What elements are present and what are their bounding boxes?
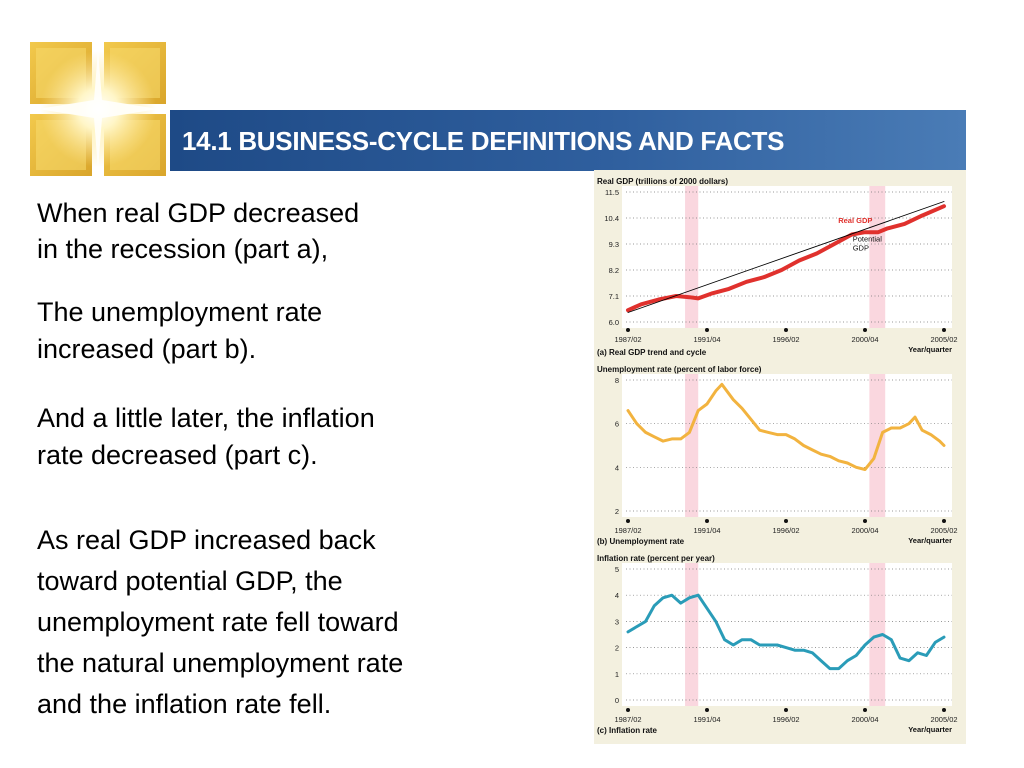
y-tick-label: 5 [615, 565, 619, 574]
real-gdp-label: Real GDP [838, 216, 872, 225]
x-axis-label: Year/quarter [908, 345, 952, 354]
x-tick-dot [942, 708, 946, 712]
paragraph-recovery: As real GDP increased back toward potent… [37, 520, 403, 725]
x-tick-label: 1991/04 [693, 715, 720, 724]
y-tick-label: 9.3 [609, 240, 619, 249]
y-tick-label: 0 [615, 696, 619, 705]
chart-caption: (b) Unemployment rate [597, 537, 685, 546]
series-line [626, 204, 946, 313]
plot-area [622, 563, 952, 706]
paragraph-inflation: And a little later, the inflation rate d… [37, 400, 375, 474]
paragraph-line: the natural unemployment rate [37, 648, 404, 678]
potential-gdp-label: GDP [853, 244, 869, 253]
paragraph-line: toward potential GDP, the [37, 566, 343, 596]
y-tick-label: 1 [615, 670, 619, 679]
y-tick-label: 10.4 [604, 214, 619, 223]
paragraph-line: And a little later, the inflation [37, 403, 375, 433]
paragraph-line: in the recession (part a), [37, 234, 329, 264]
series-line [626, 382, 946, 471]
y-tick-label: 6.0 [609, 318, 619, 327]
y-tick-label: 6 [615, 420, 619, 429]
chart-title: Unemployment rate (percent of labor forc… [597, 365, 762, 374]
x-tick-label: 2000/04 [851, 335, 878, 344]
chart-caption: (c) Inflation rate [597, 726, 658, 735]
x-tick-dot [705, 708, 709, 712]
x-tick-label: 2005/02 [930, 526, 957, 535]
chart-title: Real GDP (trillions of 2000 dollars) [597, 177, 728, 186]
paragraph-gdp-decrease: When real GDP decreased in the recession… [37, 195, 359, 267]
paragraph-line: rate decreased (part c). [37, 440, 318, 470]
paragraph-line: When real GDP decreased [37, 198, 360, 228]
x-tick-dot [784, 328, 788, 332]
recession-band [869, 186, 886, 328]
x-axis-label: Year/quarter [908, 725, 952, 734]
paragraph-line: and the inflation rate fell. [37, 689, 332, 719]
x-tick-label: 1996/02 [772, 335, 799, 344]
paragraph-line: increased (part b). [37, 334, 257, 364]
y-tick-label: 11.5 [605, 188, 619, 197]
charts-svg: Real GDP (trillions of 2000 dollars) 6.0 7… [597, 177, 958, 735]
x-tick-dot [626, 519, 630, 523]
x-tick-label: 1996/02 [772, 526, 799, 535]
x-tick-dot [942, 519, 946, 523]
paragraph-line: As real GDP increased back [37, 525, 376, 555]
x-tick-label: 1991/04 [693, 526, 720, 535]
x-tick-dot [626, 328, 630, 332]
recession-band [869, 563, 886, 706]
y-tick-label: 3 [615, 617, 619, 626]
x-tick-dot [705, 519, 709, 523]
y-tick-label: 4 [615, 463, 619, 472]
x-tick-dot [863, 708, 867, 712]
x-tick-label: 2005/02 [930, 715, 957, 724]
recession-band [685, 186, 699, 328]
y-tick-label: 8 [615, 376, 619, 385]
recession-band [685, 374, 699, 517]
paragraph-line: The unemployment rate [37, 297, 323, 327]
x-tick-dot [863, 328, 867, 332]
x-tick-label: 1987/02 [614, 715, 641, 724]
x-tick-dot [784, 519, 788, 523]
y-tick-label: 2 [615, 644, 619, 653]
x-tick-label: 1996/02 [772, 715, 799, 724]
x-tick-label: 1991/04 [693, 335, 720, 344]
potential-gdp-label: Potential [853, 235, 883, 244]
x-axis-label: Year/quarter [908, 536, 952, 545]
x-tick-label: 1987/02 [614, 526, 641, 535]
x-tick-dot [705, 328, 709, 332]
business-cycle-figure: Real GDP (trillions of 2000 dollars) 6.0 7… [594, 170, 966, 744]
recession-band [685, 563, 699, 706]
plot-area [622, 374, 952, 517]
x-tick-dot [784, 708, 788, 712]
x-tick-label: 2005/02 [930, 335, 957, 344]
y-tick-label: 2 [615, 507, 619, 516]
x-tick-label: 1987/02 [614, 335, 641, 344]
x-tick-label: 2000/04 [851, 715, 878, 724]
chart-caption: (a) Real GDP trend and cycle [597, 348, 707, 357]
x-tick-label: 2000/04 [851, 526, 878, 535]
x-tick-dot [626, 708, 630, 712]
logo-icon [30, 42, 166, 176]
x-tick-dot [942, 328, 946, 332]
x-tick-dot [863, 519, 867, 523]
series-line [627, 201, 945, 313]
paragraph-line: unemployment rate fell toward [37, 607, 399, 637]
y-tick-label: 4 [615, 591, 619, 600]
title-bar: 14.1 BUSINESS-CYCLE DEFINITIONS AND FACT… [170, 110, 966, 171]
slide-title: 14.1 BUSINESS-CYCLE DEFINITIONS AND FACT… [182, 126, 785, 156]
paragraph-unemployment: The unemployment rate increased (part b)… [37, 294, 322, 368]
series-line [626, 593, 946, 671]
y-tick-label: 7.1 [609, 292, 619, 301]
y-tick-label: 8.2 [609, 266, 619, 275]
chart-title: Inflation rate (percent per year) [597, 554, 715, 563]
